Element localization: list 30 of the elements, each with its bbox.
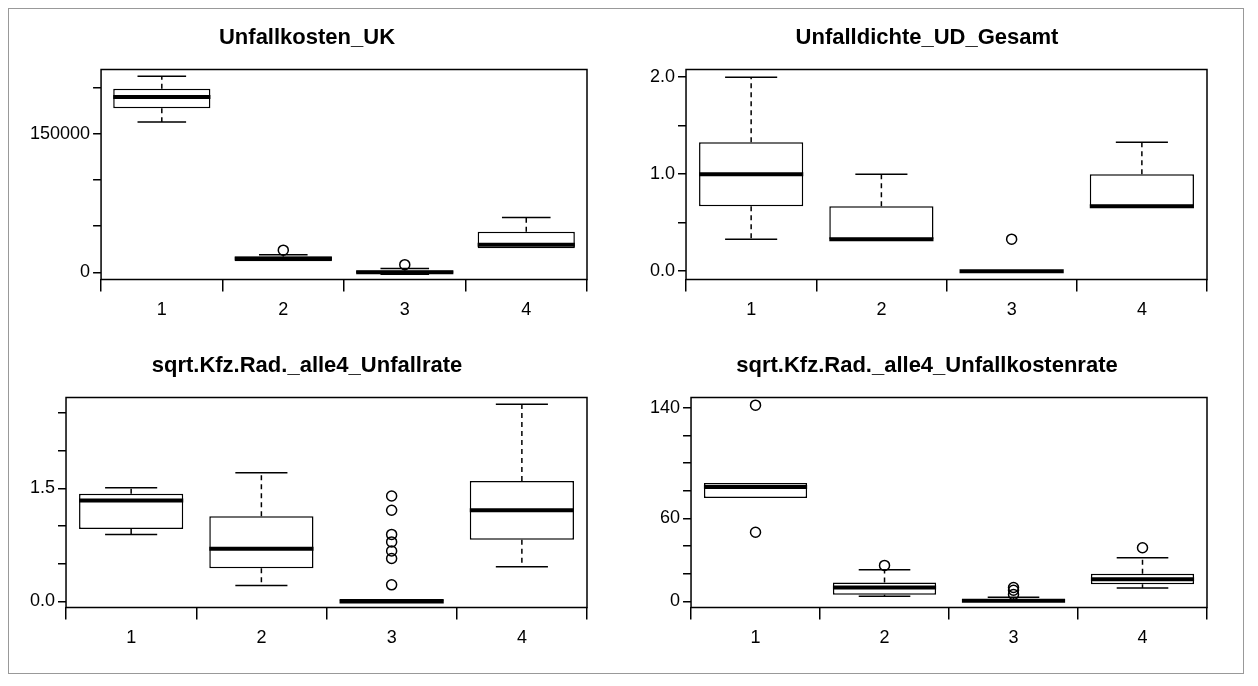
x-tick-label: 1 — [126, 627, 137, 648]
x-tick-label: 4 — [1137, 627, 1148, 648]
x-tick-label: 1 — [750, 627, 761, 648]
x-tick-label: 1 — [746, 299, 757, 320]
x-tick-label: 3 — [386, 627, 397, 648]
x-tick-label: 4 — [1136, 299, 1147, 320]
x-tick-label: 4 — [516, 627, 527, 648]
x-tick-label: 3 — [1006, 299, 1017, 320]
y-tick-label: 1.5 — [29, 477, 56, 498]
y-tick-label: 2.0 — [649, 66, 676, 87]
x-tick-label: 2 — [876, 299, 887, 320]
x-tick-label: 2 — [278, 299, 289, 320]
y-tick-label: 0 — [80, 261, 91, 282]
y-tick-label: 0 — [670, 590, 681, 611]
y-tick-label: 60 — [660, 507, 681, 528]
chart-title: sqrt.Kfz.Rad._alle4_Unfallkostenrate — [736, 352, 1118, 378]
x-tick-label: 2 — [256, 627, 267, 648]
y-tick-label: 140 — [649, 396, 681, 417]
x-tick-label: 4 — [521, 299, 532, 320]
chart-title: Unfallkosten_UK — [218, 24, 396, 50]
x-tick-label: 3 — [1008, 627, 1019, 648]
chart-title: Unfalldichte_UD_Gesamt — [795, 24, 1060, 50]
y-tick-label: 0.0 — [649, 260, 676, 281]
chart-title: sqrt.Kfz.Rad._alle4_Unfallrate — [151, 352, 463, 378]
y-tick-label: 0.0 — [29, 590, 56, 611]
x-tick-label: 1 — [156, 299, 167, 320]
x-tick-label: 2 — [879, 627, 890, 648]
x-tick-label: 3 — [399, 299, 410, 320]
y-tick-label: 150000 — [29, 122, 91, 143]
y-tick-label: 1.0 — [649, 163, 676, 184]
